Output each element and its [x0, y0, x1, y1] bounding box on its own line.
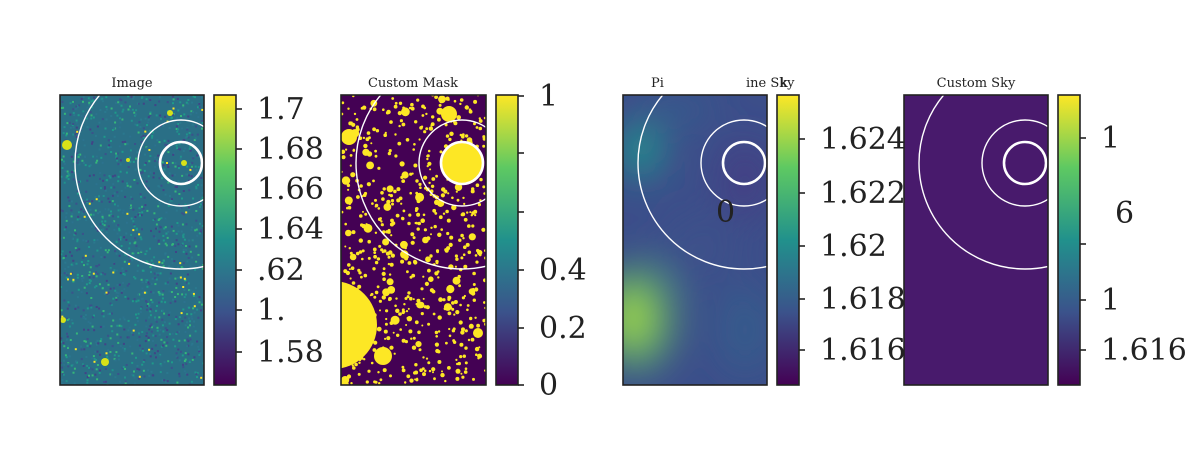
panel-custom-sky: Custom Sky 1 1 1.616 6 [903, 76, 1187, 386]
panel-image: Image 1.7 1.68 1.66 1.64 .62 1. 1.58 [59, 76, 324, 386]
colorbar-tick-label: 0 [539, 368, 558, 403]
colorbar-tick-label: 1.58 [257, 335, 324, 370]
colorbar-tick-label: 1.64 [257, 212, 324, 247]
colorbar-tick-label: 1 [539, 79, 558, 114]
panel-title: Custom Sky [937, 76, 1016, 91]
panel-title-right: ine Sky [746, 76, 795, 91]
colorbar: 1.624 1.622 1.62 1.618 1.616 [776, 94, 906, 386]
colorbar-tick-label: 1.622 [820, 176, 906, 211]
panel-title: Image [111, 76, 153, 91]
panel-title-overlap: k [780, 76, 788, 91]
image-noise [60, 95, 204, 385]
aperture-circles [355, 95, 486, 270]
colorbar: 1 0.4 0.2 0 [495, 79, 587, 403]
colorbar: 1 1 1.616 [1057, 94, 1187, 386]
colorbar-tick-label: 1. [257, 293, 286, 328]
colorbar-tick-label: 1.616 [820, 333, 906, 368]
colorbar-tick-label: 1 [1101, 121, 1120, 156]
colorbar-tick-label: 1.618 [820, 282, 906, 317]
mask-axes-frame [340, 94, 487, 386]
aperture-circles [637, 95, 767, 270]
mask-big-source [341, 281, 377, 369]
colorbar-tick-label: 1 [1101, 283, 1120, 318]
stray-label: 0 [716, 195, 735, 230]
custom-sky-axes-frame [903, 94, 1049, 386]
mask-target-source [441, 142, 483, 184]
colorbar-tick-label: 1.616 [1101, 333, 1187, 368]
aperture-circles [74, 95, 204, 270]
panel-title: Custom Mask [368, 76, 458, 91]
colorbar-tick-label: 0.4 [539, 253, 587, 288]
stray-label: 6 [1115, 196, 1134, 231]
panel-custom-mask: Custom Mask 1 0.4 0.2 0 [340, 76, 587, 403]
panel-title-left: Pi [651, 76, 664, 91]
colorbar-tick-label: 1.624 [820, 122, 906, 157]
colorbar-tick-label: .62 [257, 253, 305, 288]
colorbar-tick-label: 0.2 [539, 311, 587, 346]
colorbar-tick-label: 1.7 [257, 92, 305, 127]
sky-model-smooth [623, 95, 767, 375]
colorbar-tick-label: 1.66 [257, 172, 324, 207]
colorbar-tick-label: 1.62 [820, 229, 887, 264]
aperture-circles [918, 95, 1048, 270]
colorbar-tick-label: 1.68 [257, 132, 324, 167]
colorbar: 1.7 1.68 1.66 1.64 .62 1. 1.58 [213, 92, 324, 386]
pipeline-sky-axes-frame [622, 94, 768, 386]
image-axes-frame [59, 94, 205, 386]
